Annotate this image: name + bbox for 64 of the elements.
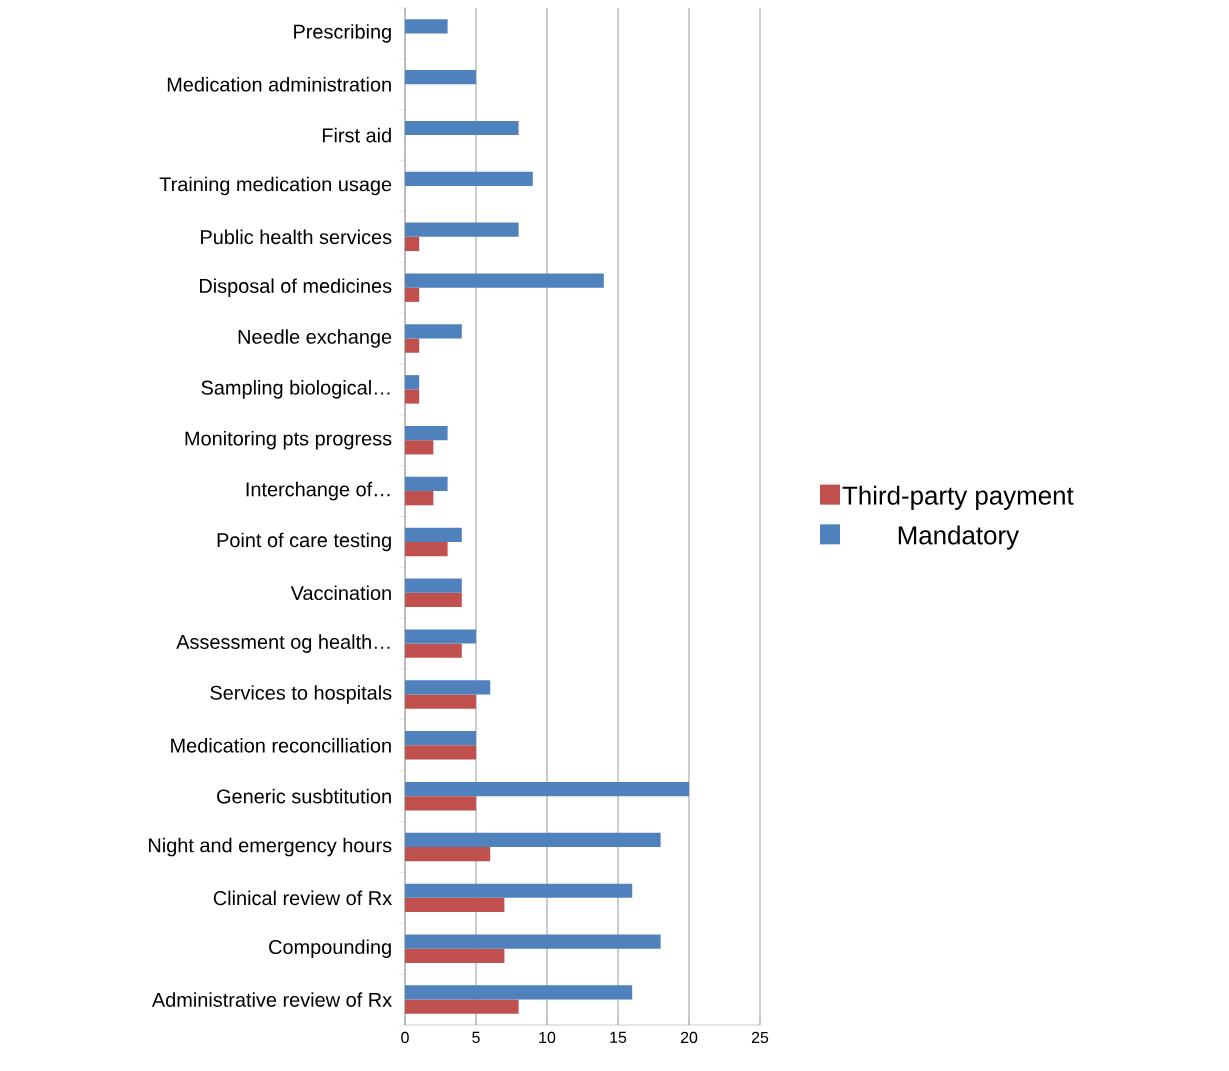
y-tick-label: Administrative review of Rx [151, 992, 392, 1007]
y-tick-label: Generic susbtitution [217, 788, 391, 804]
y-tick-label: Assessment og health… [176, 634, 390, 653]
bar [405, 491, 434, 506]
bar [405, 731, 477, 746]
bar [405, 629, 477, 644]
bar [405, 338, 420, 353]
y-tick-label: Sampling biological… [201, 380, 390, 399]
y-tick-label: Training medication usage [159, 176, 392, 196]
x-tick-label: 10 [539, 1031, 556, 1044]
bar [405, 287, 420, 302]
bar [405, 120, 519, 136]
bar [405, 70, 477, 85]
x-tick-label: 15 [610, 1031, 627, 1043]
y-tick-label: Clinical review of Rx [213, 890, 392, 906]
bar [405, 389, 420, 404]
y-tick-label: Medication administration [167, 76, 391, 92]
y-tick-label: Interchange of… [246, 481, 390, 501]
y-tick-label: Services to hospitals [210, 685, 392, 704]
y-tick-label: Point of care testing [217, 532, 391, 552]
bar [405, 273, 604, 288]
bar [405, 781, 690, 797]
bar [405, 745, 477, 760]
y-tick-label: First aid [322, 127, 391, 143]
bar [405, 171, 533, 186]
bar [405, 541, 448, 557]
bar [405, 425, 448, 441]
y-tick-label: Disposal of medicines [200, 278, 392, 297]
bar [405, 948, 505, 963]
bar [405, 934, 661, 949]
bar [405, 694, 477, 709]
bar [405, 832, 661, 848]
bar [405, 19, 448, 34]
y-tick-label: Medication reconcilliation [171, 738, 391, 753]
bar [405, 592, 462, 608]
bar [405, 897, 505, 913]
bar [405, 985, 633, 1000]
y-tick-label: Monitoring pts progress [185, 430, 392, 450]
bar [405, 222, 519, 237]
y-tick-label: Public health services [201, 229, 392, 245]
x-tick-label: 0 [401, 1031, 409, 1044]
y-tick-label: Vaccination [290, 585, 391, 601]
legend-label: Third-party payment [842, 485, 1074, 510]
bar [405, 527, 462, 542]
x-tick-label: 25 [751, 1031, 769, 1044]
bar [405, 643, 462, 658]
x-tick-label: 20 [680, 1031, 698, 1044]
bar [405, 375, 420, 390]
bar [405, 324, 462, 339]
bar [405, 578, 462, 593]
y-tick-label: Night and emergency hours [149, 837, 392, 857]
bar [405, 883, 633, 898]
x-tick-label: 5 [472, 1031, 480, 1043]
bar [405, 476, 448, 492]
bar [405, 796, 477, 811]
bar [405, 847, 491, 862]
y-tick-label: Prescribing [294, 24, 391, 43]
bar [405, 236, 420, 252]
y-tick-label: Needle exchange [238, 329, 392, 348]
bar [405, 440, 434, 455]
bar [405, 999, 519, 1014]
bar [405, 680, 491, 695]
y-tick-label: Compounding [269, 939, 391, 959]
legend-label: Mandatory [898, 525, 1020, 550]
